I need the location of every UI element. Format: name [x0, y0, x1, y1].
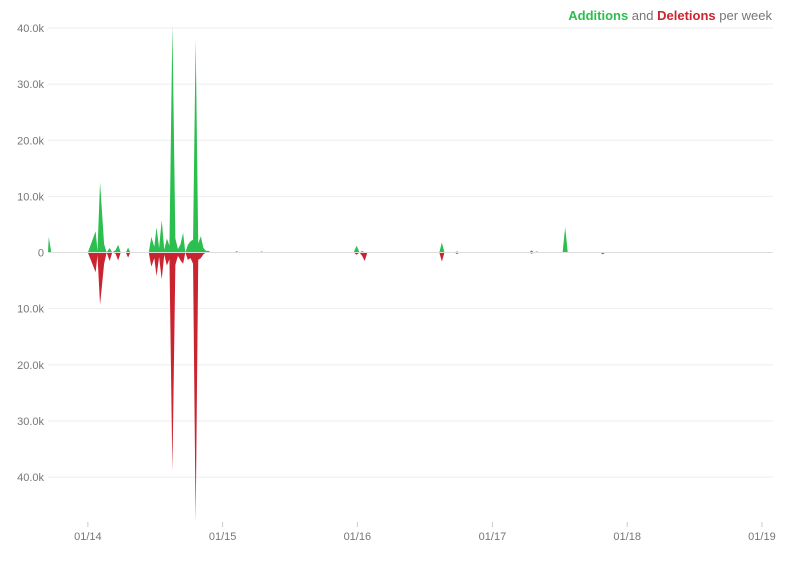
y-tick-label: 40.0k	[17, 23, 44, 35]
legend-suffix-text: per week	[715, 8, 772, 23]
y-tick-label: 20.0k	[17, 360, 44, 372]
x-tick-label: 01/16	[344, 531, 372, 543]
legend-and-text: and	[628, 8, 658, 23]
y-tick-label: 30.0k	[17, 416, 44, 428]
y-tick-label: 10.0k	[17, 191, 44, 203]
x-tick-label: 01/17	[479, 531, 507, 543]
y-tick-label: 20.0k	[17, 135, 44, 147]
y-axis: 40.0k 30.0k 20.0k 10.0k 0 10.0k 20.0k 30.0k 40.0…	[17, 23, 44, 484]
y-tick-label: 30.0k	[17, 79, 44, 91]
legend-additions: Additions	[568, 8, 629, 23]
x-tick-label: 01/14	[74, 531, 102, 543]
y-tick-label: 10.0k	[17, 304, 44, 316]
x-tick-label: 01/19	[748, 531, 776, 543]
chart-legend-title: Additions and Deletions per week	[568, 8, 772, 23]
series-area-deletions	[48, 252, 773, 523]
area-layer	[48, 25, 773, 523]
x-tick-label: 01/18	[613, 531, 641, 543]
legend-deletions: Deletions	[657, 8, 716, 23]
y-tick-label: 40.0k	[17, 472, 44, 484]
x-tick-label: 01/15	[209, 531, 237, 543]
x-axis: 01/14 01/15 01/16 01/17 01/18 01/19	[74, 522, 776, 543]
y-tick-label: 0	[38, 248, 44, 260]
series-area-additions	[48, 25, 773, 253]
